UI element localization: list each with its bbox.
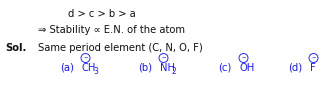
Text: Sol.: Sol. (5, 43, 26, 53)
Text: −: − (83, 56, 88, 61)
Text: (d): (d) (288, 63, 302, 73)
Text: 3: 3 (93, 67, 98, 76)
Text: (b): (b) (138, 63, 152, 73)
Text: NH: NH (160, 63, 175, 73)
Text: ⇒ Stability ∝ E.N. of the atom: ⇒ Stability ∝ E.N. of the atom (38, 25, 185, 35)
Text: (c): (c) (218, 63, 231, 73)
Text: F: F (310, 63, 316, 73)
Text: (a): (a) (60, 63, 74, 73)
Text: d > c > b > a: d > c > b > a (68, 9, 136, 19)
Text: OH: OH (240, 63, 255, 73)
Text: −: − (311, 56, 316, 61)
Text: Same period element (C, N, O, F): Same period element (C, N, O, F) (38, 43, 203, 53)
Text: 2: 2 (171, 67, 176, 76)
Text: −: − (241, 56, 246, 61)
Text: CH: CH (82, 63, 96, 73)
Text: −: − (161, 56, 166, 61)
